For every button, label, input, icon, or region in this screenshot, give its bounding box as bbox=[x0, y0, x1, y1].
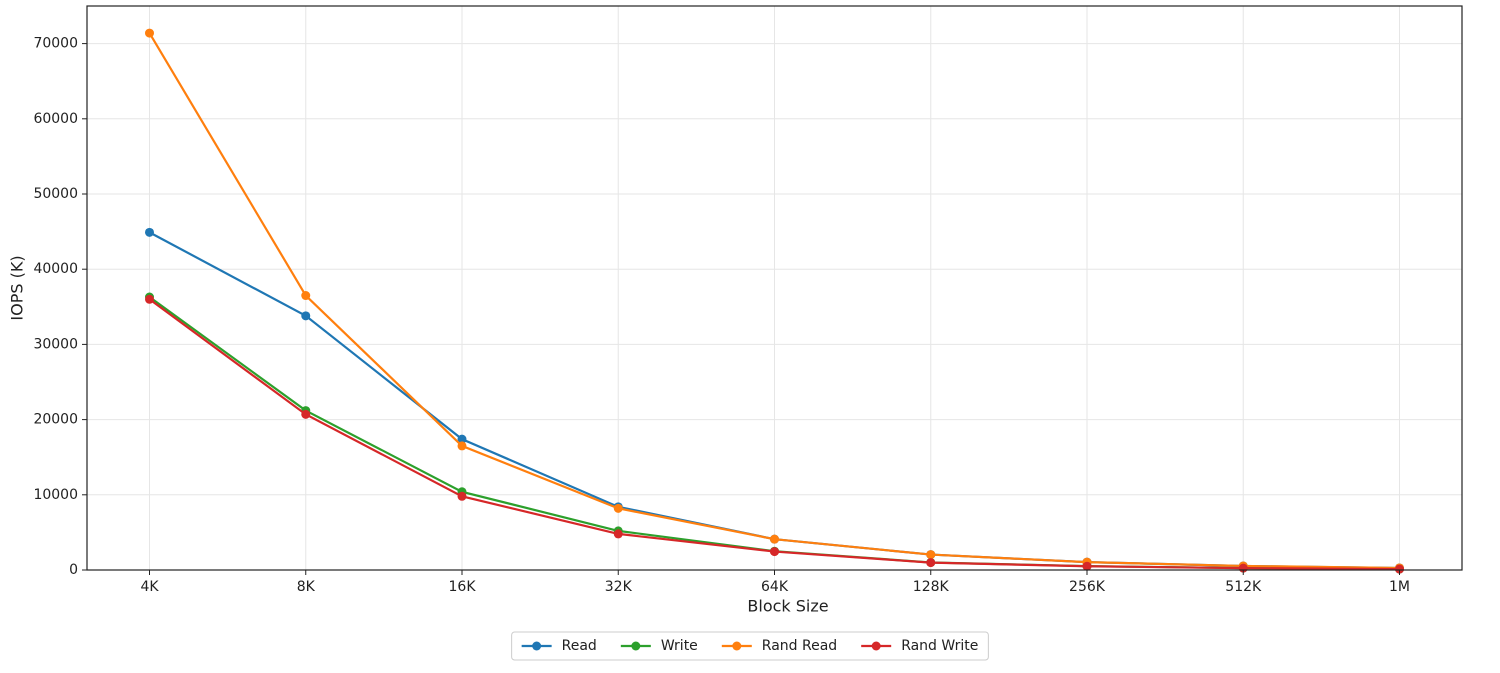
data-point bbox=[301, 291, 311, 301]
data-point bbox=[457, 434, 467, 444]
data-point bbox=[926, 550, 936, 560]
x-tick-label: 1M bbox=[1389, 579, 1410, 595]
legend-label: Rand Read bbox=[762, 638, 837, 654]
legend-label: Read bbox=[562, 638, 597, 654]
data-point bbox=[457, 441, 467, 451]
data-point bbox=[613, 503, 623, 513]
x-tick-label: 4K bbox=[140, 579, 159, 595]
x-tick-label: 16K bbox=[449, 579, 477, 595]
data-point bbox=[301, 409, 311, 419]
x-tick-label: 128K bbox=[913, 579, 950, 595]
data-point bbox=[145, 28, 154, 38]
y-tick-label: 50000 bbox=[33, 186, 78, 202]
legend-item: Read bbox=[521, 638, 597, 654]
y-tick-label: 10000 bbox=[33, 487, 78, 503]
legend-label: Rand Write bbox=[901, 638, 978, 654]
legend-marker bbox=[631, 641, 641, 651]
y-tick-label: 20000 bbox=[33, 412, 78, 428]
y-axis-label: IOPS (K) bbox=[8, 255, 27, 320]
data-point bbox=[301, 311, 311, 321]
data-point bbox=[926, 558, 936, 568]
x-tick-label: 32K bbox=[605, 579, 633, 595]
data-point bbox=[1395, 564, 1404, 574]
legend-label: Write bbox=[661, 638, 698, 654]
data-point bbox=[145, 294, 154, 304]
y-tick-label: 40000 bbox=[33, 261, 78, 277]
y-tick-label: 0 bbox=[69, 562, 78, 578]
legend-marker bbox=[732, 641, 742, 651]
legend-marker bbox=[871, 641, 881, 651]
plot bbox=[145, 28, 1404, 574]
data-point bbox=[770, 534, 779, 544]
data-point bbox=[457, 491, 467, 501]
legend-marker bbox=[532, 641, 542, 651]
x-tick-label: 64K bbox=[761, 579, 789, 595]
legend-item: Write bbox=[620, 638, 698, 654]
data-point bbox=[613, 529, 623, 539]
legend: Read Write Rand Read Rand Write bbox=[511, 631, 989, 661]
y-tick-label: 60000 bbox=[33, 111, 78, 127]
x-axis-label: Block Size bbox=[747, 597, 828, 616]
x-tick-label: 8K bbox=[297, 579, 316, 595]
legend-item: Rand Write bbox=[861, 638, 978, 654]
x-tick-label: 256K bbox=[1069, 579, 1106, 595]
x-tick-label: 512K bbox=[1225, 579, 1262, 595]
data-point bbox=[145, 227, 154, 237]
y-tick-label: 30000 bbox=[33, 336, 78, 352]
data-point bbox=[1082, 561, 1092, 571]
data-point bbox=[770, 547, 779, 557]
y-tick-label: 70000 bbox=[33, 36, 78, 52]
legend-item: Rand Read bbox=[721, 638, 837, 654]
